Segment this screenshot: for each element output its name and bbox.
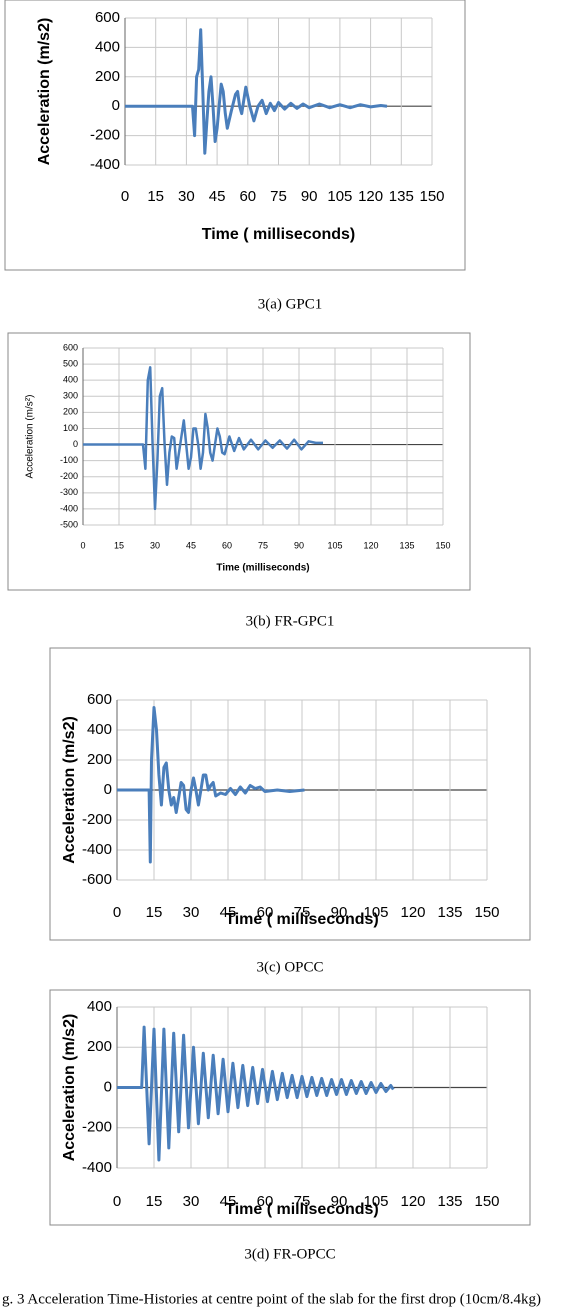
chart-frame bbox=[49, 989, 531, 1226]
x-tick-label: 120 bbox=[400, 1193, 425, 1210]
y-tick-label: -500 bbox=[60, 519, 78, 529]
x-tick-label: 90 bbox=[331, 1193, 348, 1210]
x-tick-label: 30 bbox=[183, 904, 200, 921]
x-tick-label: 105 bbox=[327, 540, 342, 550]
y-tick-label: 300 bbox=[63, 391, 78, 401]
y-tick-label: -100 bbox=[60, 455, 78, 465]
x-tick-label: 135 bbox=[437, 904, 462, 921]
x-tick-label: 30 bbox=[150, 540, 160, 550]
y-tick-label: -200 bbox=[82, 1119, 112, 1136]
chart-frame bbox=[4, 0, 466, 271]
y-tick-label: 200 bbox=[87, 1038, 112, 1055]
x-tick-label: 15 bbox=[114, 540, 124, 550]
y-tick-label: -300 bbox=[60, 487, 78, 497]
x-tick-label: 60 bbox=[257, 1193, 274, 1210]
x-tick-label: 0 bbox=[80, 540, 85, 550]
x-tick-label: 45 bbox=[220, 1193, 237, 1210]
y-tick-label: -200 bbox=[82, 811, 112, 828]
y-tick-label: -400 bbox=[82, 841, 112, 858]
x-tick-label: 0 bbox=[121, 188, 129, 205]
x-tick-label: 60 bbox=[257, 904, 274, 921]
x-tick-label: 120 bbox=[358, 188, 383, 205]
y-tick-label: 200 bbox=[87, 751, 112, 768]
x-tick-label: 75 bbox=[270, 188, 287, 205]
y-tick-label: -600 bbox=[82, 871, 112, 888]
chart-caption: 3(a) GPC1 bbox=[258, 296, 323, 312]
x-axis-label: Time ( milliseconds) bbox=[202, 226, 356, 243]
y-tick-label: 600 bbox=[87, 691, 112, 708]
x-tick-label: 60 bbox=[239, 188, 256, 205]
x-tick-label: 15 bbox=[147, 188, 164, 205]
y-tick-label: 400 bbox=[95, 38, 120, 55]
x-tick-label: 30 bbox=[178, 188, 195, 205]
chart-frame bbox=[7, 332, 471, 591]
x-tick-label: 45 bbox=[209, 188, 226, 205]
y-axis-label: Acceleration (m/s2) bbox=[61, 716, 78, 864]
x-tick-label: 90 bbox=[294, 540, 304, 550]
y-tick-label: 500 bbox=[63, 358, 78, 368]
x-tick-label: 150 bbox=[474, 1193, 499, 1210]
y-tick-label: 200 bbox=[95, 68, 120, 85]
y-tick-label: 600 bbox=[63, 342, 78, 352]
x-tick-label: 75 bbox=[294, 904, 311, 921]
data-line bbox=[117, 706, 305, 864]
x-tick-label: 120 bbox=[400, 904, 425, 921]
y-axis-label: Acceleration (m/s2) bbox=[61, 1014, 78, 1162]
data-line bbox=[117, 1025, 395, 1162]
chart-frame bbox=[49, 647, 531, 941]
x-axis-label: Time ( milliseconds) bbox=[225, 911, 379, 928]
x-tick-label: 0 bbox=[113, 904, 121, 921]
chart-caption: 3(d) FR-OPCC bbox=[244, 1246, 335, 1262]
y-tick-label: 400 bbox=[87, 721, 112, 738]
y-tick-label: 600 bbox=[95, 9, 120, 26]
y-tick-label: 0 bbox=[73, 439, 78, 449]
x-tick-label: 0 bbox=[113, 1193, 121, 1210]
y-axis-label: Acceleration (m/s2) bbox=[36, 18, 53, 166]
y-tick-label: -200 bbox=[60, 471, 78, 481]
chart-caption: 3(c) OPCC bbox=[256, 959, 323, 975]
x-tick-label: 135 bbox=[399, 540, 414, 550]
x-tick-label: 150 bbox=[419, 188, 444, 205]
y-axis-label: Acceleration (m/s²) bbox=[25, 395, 36, 479]
y-tick-label: 400 bbox=[87, 998, 112, 1015]
y-tick-label: -400 bbox=[90, 156, 120, 173]
data-line bbox=[125, 28, 388, 155]
y-tick-label: 200 bbox=[63, 407, 78, 417]
x-tick-label: 90 bbox=[331, 904, 348, 921]
x-tick-label: 30 bbox=[183, 1193, 200, 1210]
chart-caption: 3(b) FR-GPC1 bbox=[246, 613, 335, 629]
x-tick-label: 105 bbox=[363, 904, 388, 921]
x-tick-label: 120 bbox=[363, 540, 378, 550]
x-tick-label: 75 bbox=[258, 540, 268, 550]
y-tick-label: -400 bbox=[60, 503, 78, 513]
x-axis-label: Time (milliseconds) bbox=[216, 563, 309, 574]
figure-caption: g. 3 Acceleration Time-Histories at cent… bbox=[2, 1291, 541, 1307]
x-tick-label: 75 bbox=[294, 1193, 311, 1210]
x-tick-label: 150 bbox=[435, 540, 450, 550]
x-tick-label: 105 bbox=[363, 1193, 388, 1210]
y-tick-label: 100 bbox=[63, 423, 78, 433]
y-tick-label: -200 bbox=[90, 127, 120, 144]
x-tick-label: 135 bbox=[389, 188, 414, 205]
y-tick-label: 0 bbox=[104, 1078, 112, 1095]
x-tick-label: 90 bbox=[301, 188, 318, 205]
y-tick-label: 0 bbox=[112, 97, 120, 114]
y-tick-label: -400 bbox=[82, 1159, 112, 1176]
x-tick-label: 105 bbox=[327, 188, 352, 205]
x-tick-label: 45 bbox=[220, 904, 237, 921]
x-tick-label: 150 bbox=[474, 904, 499, 921]
x-tick-label: 60 bbox=[222, 540, 232, 550]
x-tick-label: 15 bbox=[146, 904, 163, 921]
x-tick-label: 45 bbox=[186, 540, 196, 550]
x-tick-label: 15 bbox=[146, 1193, 163, 1210]
data-line bbox=[83, 366, 323, 511]
y-tick-label: 400 bbox=[63, 375, 78, 385]
x-axis-label: Time ( milliseconds) bbox=[225, 1201, 379, 1218]
y-tick-label: 0 bbox=[104, 781, 112, 798]
x-tick-label: 135 bbox=[437, 1193, 462, 1210]
